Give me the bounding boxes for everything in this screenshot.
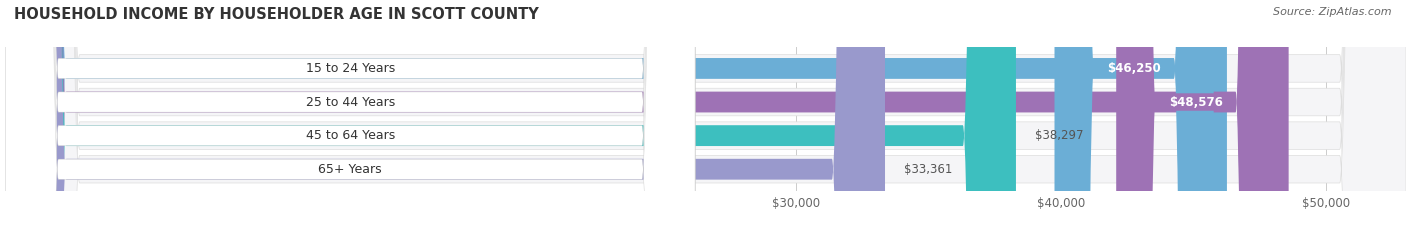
FancyBboxPatch shape (13, 0, 1406, 233)
Text: 15 to 24 Years: 15 to 24 Years (305, 62, 395, 75)
FancyBboxPatch shape (6, 0, 695, 233)
FancyBboxPatch shape (13, 0, 1017, 233)
FancyBboxPatch shape (13, 0, 1406, 233)
FancyBboxPatch shape (13, 0, 1289, 233)
FancyBboxPatch shape (13, 0, 884, 233)
FancyBboxPatch shape (13, 0, 1227, 233)
FancyBboxPatch shape (1054, 0, 1213, 233)
Text: $46,250: $46,250 (1107, 62, 1161, 75)
FancyBboxPatch shape (6, 0, 695, 233)
Text: Source: ZipAtlas.com: Source: ZipAtlas.com (1274, 7, 1392, 17)
Text: $48,576: $48,576 (1168, 96, 1223, 109)
Text: $38,297: $38,297 (1035, 129, 1083, 142)
Text: 25 to 44 Years: 25 to 44 Years (305, 96, 395, 109)
FancyBboxPatch shape (13, 0, 1406, 233)
FancyBboxPatch shape (1116, 0, 1275, 233)
FancyBboxPatch shape (6, 0, 695, 233)
FancyBboxPatch shape (6, 0, 695, 233)
FancyBboxPatch shape (13, 0, 1406, 233)
Text: HOUSEHOLD INCOME BY HOUSEHOLDER AGE IN SCOTT COUNTY: HOUSEHOLD INCOME BY HOUSEHOLDER AGE IN S… (14, 7, 538, 22)
Text: 45 to 64 Years: 45 to 64 Years (305, 129, 395, 142)
Text: $33,361: $33,361 (904, 163, 952, 176)
Text: 65+ Years: 65+ Years (318, 163, 382, 176)
